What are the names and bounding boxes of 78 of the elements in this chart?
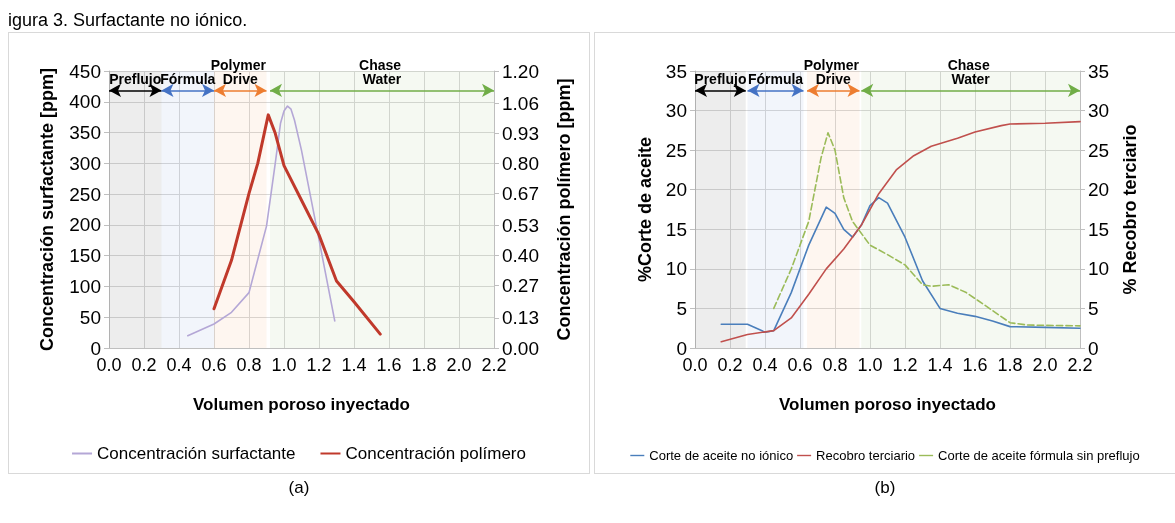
y-tick-label: 10 <box>665 258 687 280</box>
x-tick-label: 0.8 <box>236 355 262 375</box>
legend-label: Corte de aceite no iónico <box>649 448 794 463</box>
x-tick-label: 0.4 <box>752 355 778 375</box>
line-series <box>720 120 1081 343</box>
x-tick-label: 1.4 <box>341 355 367 375</box>
text: (b) <box>873 478 897 498</box>
y-tick-label: 350 <box>69 122 101 144</box>
band-label: Preflujo <box>694 71 747 88</box>
x-tick-label: 0.4 <box>166 355 192 375</box>
y-tick-label: 200 <box>69 214 101 236</box>
y2-tick-label: 35 <box>1088 60 1110 82</box>
x-tick-label: 1.0 <box>271 355 297 375</box>
x-axis-title: Volumen poroso inyectado <box>779 395 996 414</box>
line-series <box>772 131 1081 327</box>
x-tick-label: 1.4 <box>927 355 953 375</box>
legend-label: Recobro terciario <box>816 448 916 463</box>
x-tick-label: 1.8 <box>997 355 1023 375</box>
legend-label: Concentración polímero <box>345 444 526 463</box>
legend-label: Corte de aceite fórmula sin preflujo <box>938 448 1140 463</box>
y2-axis-title: Concentración polímero [ppm] <box>554 78 574 341</box>
y2-tick-label: 25 <box>1088 139 1110 161</box>
y2-tick-label: 15 <box>1088 218 1110 240</box>
x-tick-label: 0.6 <box>787 355 813 375</box>
y2-tick-label: 5 <box>1088 297 1099 319</box>
y-tick-label: 450 <box>69 60 101 82</box>
y2-tick-label: 0.80 <box>502 152 539 174</box>
y-tick-label: 150 <box>69 245 101 267</box>
x-tick-label: 1.2 <box>306 355 332 375</box>
x-tick-label: 0.6 <box>201 355 227 375</box>
y-tick-label: 250 <box>69 183 101 205</box>
y2-tick-label: 0.27 <box>502 275 539 297</box>
y2-tick-label: 1.06 <box>502 92 539 114</box>
x-tick-label: 0.2 <box>717 355 743 375</box>
band-label: Fórmula <box>747 71 804 88</box>
band-label: Chase Water <box>947 57 994 88</box>
y2-tick-label: 0.93 <box>502 122 539 144</box>
y2-tick-label: 0.13 <box>502 307 539 329</box>
line-series <box>720 196 1081 333</box>
y2-tick-label: 30 <box>1088 100 1110 122</box>
line-series <box>186 105 336 337</box>
y-tick-label: 25 <box>665 139 687 161</box>
text: (a) <box>287 478 311 498</box>
y2-axis-title: % Recobro terciario <box>1120 124 1141 295</box>
y-tick-label: 300 <box>69 152 101 174</box>
y2-tick-label: 10 <box>1088 258 1110 280</box>
y-axis-title: Concentración surfactante [ppm] <box>37 67 57 352</box>
line-series <box>212 113 382 336</box>
x-tick-label: 1.6 <box>376 355 402 375</box>
y2-tick-label: 1.20 <box>502 60 539 82</box>
band-label: Preflujo <box>109 71 162 88</box>
chart-title: igura 3. Surfactante no iónico. <box>8 10 248 30</box>
x-tick-label: 2.0 <box>1032 355 1058 375</box>
legend-label: Concentración surfactante <box>97 444 296 463</box>
y2-tick-label: 0.53 <box>502 215 539 237</box>
x-tick-label: 2.0 <box>446 355 472 375</box>
y2-tick-label: 0.40 <box>502 245 539 267</box>
y-tick-label: 30 <box>665 100 687 122</box>
y-tick-label: 100 <box>69 275 101 297</box>
x-tick-label: 1.8 <box>411 355 437 375</box>
x-tick-label: 1.2 <box>892 355 918 375</box>
x-tick-label: 0.8 <box>822 355 848 375</box>
x-tick-label: 1.0 <box>857 355 883 375</box>
band-label: Chase Water <box>359 57 405 88</box>
y-tick-label: 35 <box>665 60 687 82</box>
x-tick-label: 0.2 <box>131 355 157 375</box>
y2-tick-label: 0.67 <box>502 182 539 204</box>
y-tick-label: 15 <box>665 218 687 240</box>
x-axis-title: Volumen poroso inyectado <box>193 395 410 414</box>
y2-tick-label: 20 <box>1088 179 1110 201</box>
band-label: Polymer Drive <box>803 57 863 88</box>
y-tick-label: 400 <box>69 91 101 113</box>
y-tick-label: 5 <box>676 297 687 319</box>
y-tick-label: 50 <box>79 306 101 328</box>
y-axis-title: %Corte de aceite <box>634 136 655 283</box>
band-label: Fórmula <box>160 71 216 88</box>
y-tick-label: 20 <box>665 179 687 201</box>
x-tick-label: 1.6 <box>962 355 988 375</box>
